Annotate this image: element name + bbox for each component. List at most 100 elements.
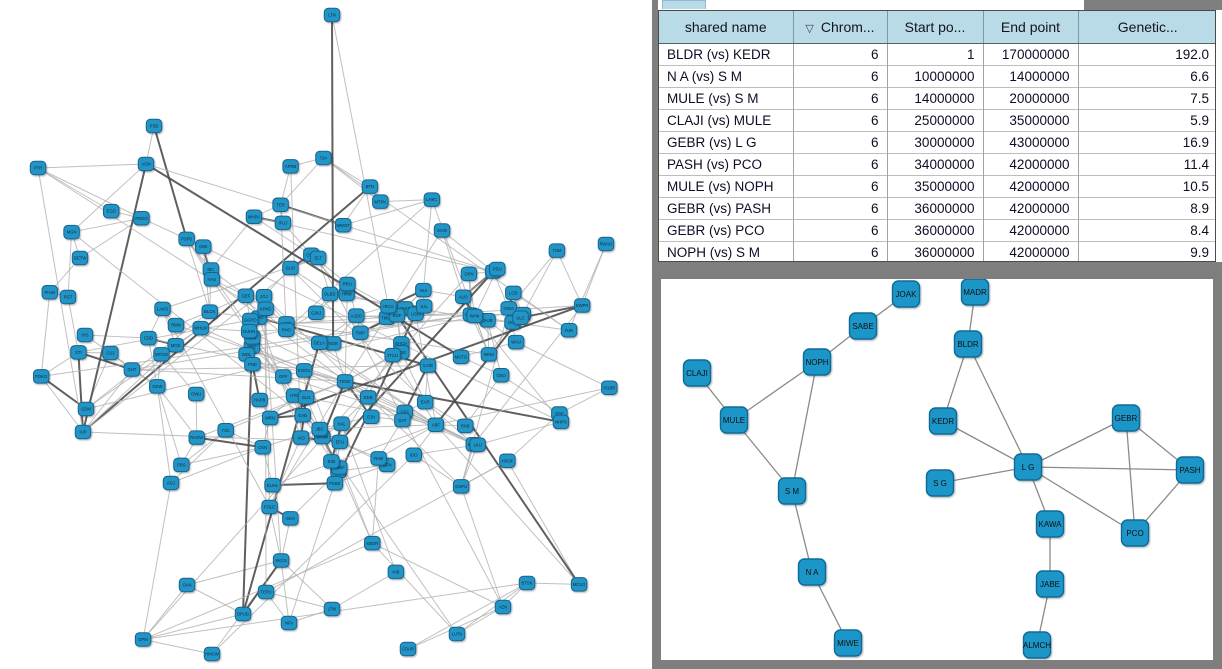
overview-node[interactable]: LKU (469, 437, 486, 452)
overview-node[interactable]: SKH (282, 511, 299, 526)
overview-node[interactable]: MCUG (570, 577, 588, 592)
column-header-genetic-[interactable]: Genetic... (1077, 11, 1215, 44)
column-header-chrom-[interactable]: ▽ Chrom... (792, 11, 887, 44)
table-row[interactable]: MULE (vs) S M 6 14000000 20000000 7.5 (659, 87, 1215, 110)
overview-node[interactable]: KBDR (364, 535, 381, 551)
overview-node[interactable]: NHPS (552, 414, 570, 430)
overview-node[interactable]: IFUJ (274, 215, 292, 231)
overview-node[interactable]: AEN (494, 599, 512, 615)
overview-node[interactable]: PIHM (41, 285, 58, 300)
overview-node[interactable]: NFA (280, 615, 298, 631)
overview-node[interactable]: HMCW (203, 646, 221, 662)
overview-node[interactable]: RJR (560, 322, 578, 338)
detail-node-jabe[interactable]: JABE (1035, 570, 1065, 598)
overview-node[interactable]: PTR (29, 160, 47, 176)
overview-node[interactable]: TWP (352, 325, 369, 340)
overview-node[interactable]: GELA (311, 335, 328, 351)
overview-node[interactable]: EUHL (264, 477, 281, 493)
column-header-end-point[interactable]: End point (982, 11, 1078, 44)
overview-node[interactable]: CJKJ (307, 305, 325, 320)
overview-node[interactable]: EDB (359, 390, 377, 405)
overview-node[interactable]: WAU (507, 334, 525, 350)
filter-icon[interactable]: ▽ (805, 23, 814, 35)
overview-node[interactable]: JGJ (255, 288, 273, 304)
overview-node[interactable]: WHK (466, 308, 483, 324)
detail-node-n-a[interactable]: N A (797, 558, 827, 586)
overview-node[interactable]: GDM (77, 401, 95, 417)
table-row[interactable]: GEBR (vs) PASH 6 36000000 42000000 8.9 (659, 197, 1215, 220)
overview-node[interactable]: MTCM (153, 347, 170, 362)
overview-node[interactable]: EJH (362, 409, 380, 425)
overview-node[interactable]: PDKO (32, 369, 50, 384)
detail-node-almch[interactable]: ALMCH (1022, 631, 1051, 659)
overview-node[interactable]: PSB (145, 118, 163, 134)
overview-node[interactable]: LTW (323, 601, 341, 617)
overview-node[interactable]: HIS (76, 327, 94, 343)
overview-node[interactable]: KPKD (257, 301, 274, 317)
detail-node-gebr[interactable]: GEBR (1111, 404, 1141, 432)
overview-node[interactable]: HAS (203, 272, 221, 287)
overview-node[interactable]: GLN (297, 390, 315, 405)
detail-node-bldr[interactable]: BLDR (953, 330, 983, 358)
overview-node[interactable]: HAPB (251, 392, 268, 408)
overview-node[interactable]: FND (244, 356, 261, 372)
detail-node-pco[interactable]: PCO (1120, 519, 1150, 547)
overview-node[interactable]: SKCS (272, 553, 290, 568)
overview-node[interactable]: FKBE (326, 476, 344, 491)
overview-node[interactable]: LOD (505, 285, 522, 301)
overview-node[interactable]: FOLE (261, 499, 278, 515)
overview-node[interactable]: TER (272, 197, 289, 213)
table-row[interactable]: N A (vs) S M 6 10000000 14000000 6.6 (659, 65, 1215, 88)
overview-node[interactable]: MTPK (372, 194, 389, 209)
overview-node[interactable]: PSFB (178, 231, 195, 247)
overview-node[interactable]: PGT (59, 289, 77, 305)
overview-node[interactable]: ULC (512, 310, 529, 325)
overview-node[interactable]: CUJ (102, 345, 119, 361)
table-panel-tab[interactable] (662, 0, 706, 9)
overview-node[interactable]: KOGU (295, 363, 313, 378)
column-header-start-po-[interactable]: Start po... (886, 11, 983, 44)
overview-node[interactable]: OWU (187, 386, 205, 402)
overview-node[interactable]: GETW (71, 250, 89, 266)
overview-node[interactable]: DPM (134, 632, 152, 647)
overview-node[interactable]: RKB (456, 418, 474, 434)
overview-node[interactable]: EAR (416, 394, 434, 410)
overview-node[interactable]: ELT (309, 250, 327, 266)
overview-node[interactable]: IUP (74, 424, 92, 440)
overview-node[interactable]: PDU (489, 261, 506, 277)
detail-node-pash[interactable]: PASH (1175, 456, 1205, 484)
overview-node[interactable]: WHLW (192, 320, 209, 336)
detail-node-noph[interactable]: NOPH (802, 348, 832, 376)
overview-node[interactable]: IRCU (380, 298, 397, 314)
overview-node[interactable]: MHPA (245, 209, 263, 225)
overview-node[interactable]: BRSI (480, 347, 498, 362)
overview-node[interactable]: NGR (324, 336, 342, 351)
table-row[interactable]: BLDR (vs) KEDR 6 1 170000000 192.0 (659, 43, 1215, 66)
table-row[interactable]: GEBR (vs) L G 6 30000000 43000000 16.9 (659, 131, 1215, 154)
overview-node[interactable]: MGN (63, 224, 80, 240)
detail-node-kedr[interactable]: KEDR (928, 407, 958, 435)
overview-node[interactable]: RMN (167, 317, 185, 333)
overview-node[interactable]: EGD (102, 203, 120, 219)
overview-node[interactable]: JTCU (384, 347, 401, 363)
overview-network-canvas[interactable]: LTN PTR PSB ACM GETW PGT HIS GDM IUP AGJ OAN HMCW DP… (0, 0, 652, 669)
overview-node[interactable]: GCW (433, 223, 451, 238)
overview-node[interactable]: PNOO (133, 210, 150, 226)
overview-node[interactable]: AIO (292, 430, 310, 445)
detail-node-kawa[interactable]: KAWA (1035, 510, 1065, 538)
detail-node-claji[interactable]: CLAJI (682, 359, 712, 387)
overview-node[interactable]: LAKO (154, 301, 171, 317)
overview-node[interactable]: MOS (167, 337, 184, 353)
overview-node[interactable]: EIM (323, 454, 340, 469)
overview-node[interactable]: EFU (331, 434, 349, 450)
overview-node[interactable]: DPUG (234, 606, 252, 622)
overview-node[interactable]: JBC (311, 421, 328, 437)
overview-node[interactable]: ILOB (419, 358, 437, 373)
overview-node[interactable]: MWOT (334, 217, 352, 233)
overview-node[interactable]: TNM (548, 243, 566, 258)
detail-node-sabe[interactable]: SABE (848, 312, 878, 340)
overview-node[interactable]: OSO (492, 367, 510, 383)
overview-node[interactable]: AUO (454, 289, 472, 304)
overview-node[interactable]: STI (70, 345, 87, 360)
overview-node[interactable]: TJA (315, 150, 332, 166)
